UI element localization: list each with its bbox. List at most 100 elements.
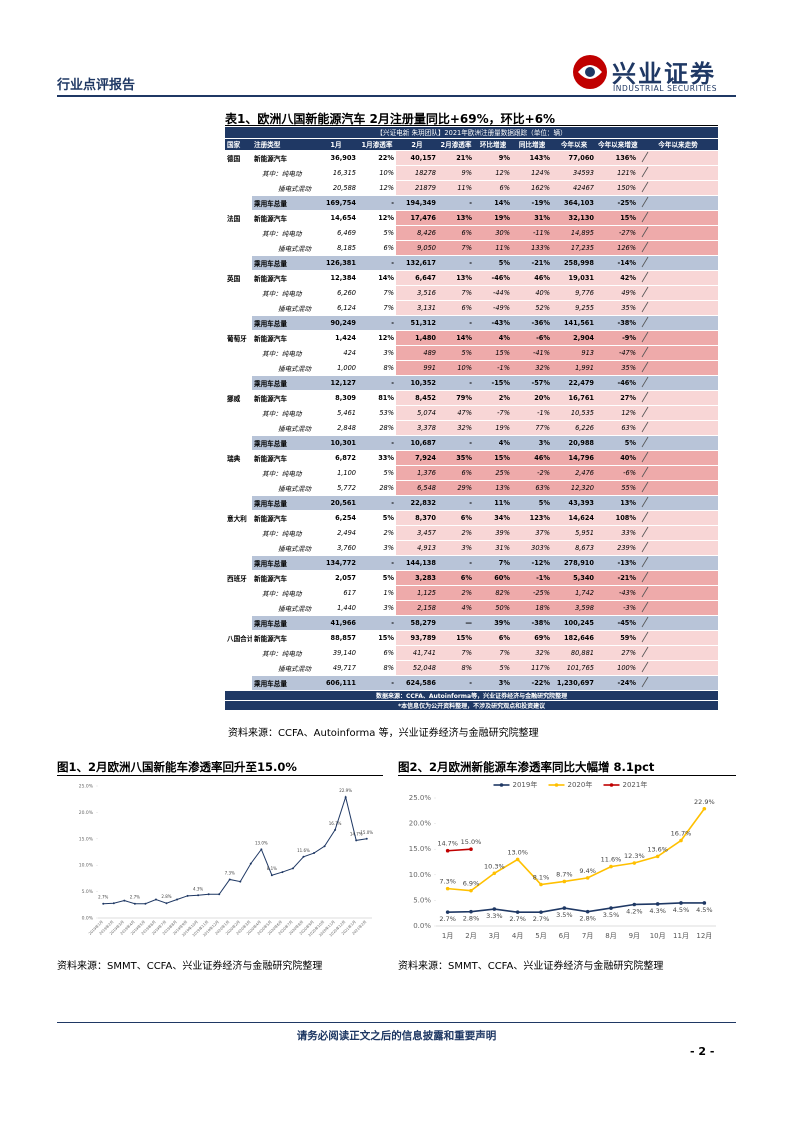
cell: 21% [438,150,474,166]
trend-cell [638,330,719,346]
point [302,855,305,858]
figure-title: 图1、2月欧洲八国新能车渗透率回升至15.0% [57,760,297,774]
cell: 5,074 [396,405,438,421]
point [313,852,316,855]
point [539,882,543,887]
logo-icon [573,55,607,89]
value-label: 2.7% [439,915,456,923]
trend-cell [638,210,719,226]
trend-cell [638,390,719,406]
header-row: 国家 注册类型 1月 1月渗透率 2月 2月渗透率 环比增速 同比增速 今年以来 今年以来增速 今年… [225,138,719,151]
country: 法国 [225,210,252,226]
cell: 19,031 [552,270,596,286]
cell: 182,646 [552,630,596,646]
cell: 10% [358,165,396,181]
table-rule [225,125,718,126]
table-row: 插电式混动 2,848 28% 3,378 32% 19% 77% 6,226 63% [225,420,719,436]
cell: 10,352 [396,375,438,391]
table-row: 八国合计 新能源汽车 88,857 15% 93,789 15% 6% 69% 182,646 5… [225,630,719,646]
cell: 15% [474,345,512,361]
cell: 7% [474,555,512,571]
row-type: 插电式混动 [252,660,314,676]
cell: 100,245 [552,615,596,631]
row-type: 新能源汽车 [252,270,314,286]
value-label: 4.5% [673,906,690,914]
table-row: 法国 新能源汽车 14,654 12% 17,476 13% 19% 31% 32,130 15% [225,210,719,226]
cell: 14,796 [552,450,596,466]
trend-icon [641,256,649,267]
point [270,874,273,877]
footer-rule [57,1022,736,1023]
cell: 5% [358,570,396,586]
cell: 93,789 [396,630,438,646]
cell: -6% [596,465,638,481]
country [225,420,252,436]
cell: 5% [474,660,512,676]
cell: -21% [512,255,552,271]
cell: 31% [474,540,512,556]
trend-cell [638,375,719,391]
cell: 136% [596,150,638,166]
trend-icon [641,481,649,492]
y-tick-label: 0.0% [413,922,431,930]
cell: 143% [512,150,552,166]
cell: 60% [474,570,512,586]
point [609,864,613,869]
country [225,555,252,571]
value-label: 4.5% [696,906,713,914]
brand-en: INDUSTRIAL SECURITIES [613,84,718,93]
cell: 2,057 [314,570,358,586]
value-label: 2.7% [509,915,526,923]
value-label: 3.5% [603,911,620,919]
country: 瑞典 [225,450,252,466]
value-label: 2.8% [579,915,596,923]
cell: 16,315 [314,165,358,181]
cell: 15% [358,630,396,646]
country [225,225,252,241]
cell: 3% [358,540,396,556]
point [515,857,520,862]
country: 挪威 [225,390,252,406]
cell: -41% [512,345,552,361]
point [492,907,497,911]
cell: 5,340 [552,570,596,586]
cell: -2% [512,465,552,481]
row-type: 插电式混动 [252,240,314,256]
x-tick-label: 3月 [489,932,500,940]
point [228,878,231,881]
trend-cell [638,585,719,601]
cell: 9,776 [552,285,596,301]
cell: 12,384 [314,270,358,286]
value-label: 8.1% [533,874,550,882]
country [225,585,252,601]
y-tick-label: 20.0% [409,820,432,828]
trend-icon [641,181,649,192]
table-row: 插电式混动 1,000 8% 991 10% -1% 32% 1,991 35% [225,360,719,376]
column-header: 今年以来增速 [596,138,638,151]
cell: 100% [596,660,638,676]
point [445,886,450,891]
table-row: 插电式混动 1,440 3% 2,158 4% 50% 18% 3,598 -3% [225,600,719,616]
cell: 3,760 [314,540,358,556]
trend-cell [638,255,719,271]
cell: 1,230,697 [552,675,596,691]
cell: 8% [358,660,396,676]
brand: 兴业证券 [612,60,716,88]
cell: 3,457 [396,525,438,541]
trend-cell [638,195,719,211]
cell: - [358,615,396,631]
cell: 6% [474,180,512,196]
cell: 108% [596,510,638,526]
cell: 6,647 [396,270,438,286]
trend-icon [641,151,649,162]
cell: - [438,675,474,691]
cell: 8% [438,660,474,676]
cell: 169,754 [314,195,358,211]
cell: -25% [512,585,552,601]
row-type: 乘用车总量 [252,255,314,271]
country: 西班牙 [225,570,252,586]
chart: 0.0% 5.0% 10.0% 15.0% 20.0% 25.0% 1月 2月 3月 4月 5月 6月… [409,780,716,940]
figure-rule [57,775,383,776]
cell: 3% [512,435,552,451]
cell: 40,157 [396,150,438,166]
